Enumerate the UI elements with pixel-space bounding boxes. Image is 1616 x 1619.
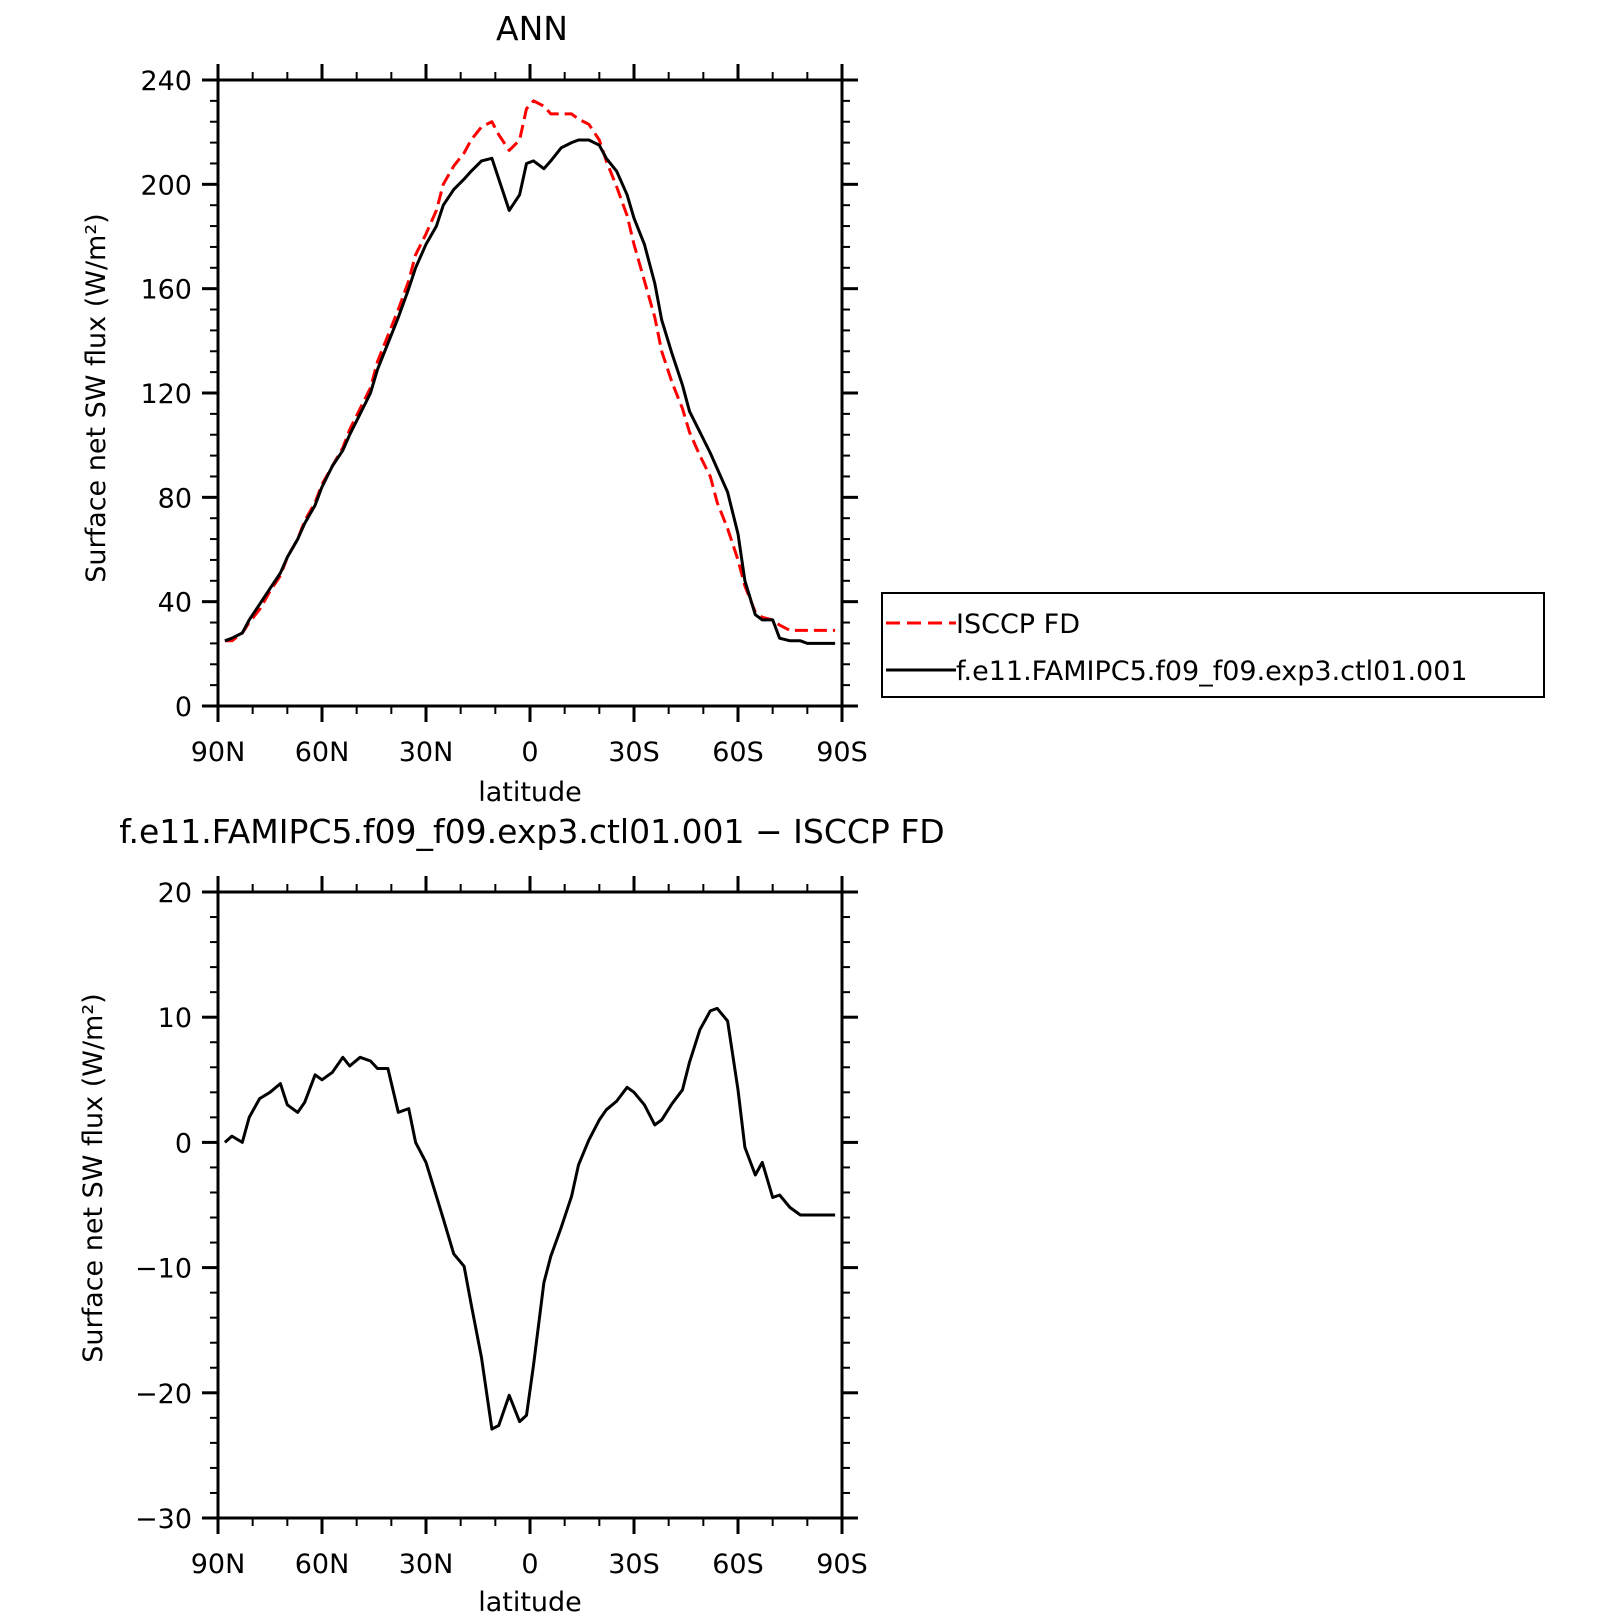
y-tick-label: 10 [158, 1003, 192, 1034]
y-tick-label: −10 [135, 1254, 192, 1285]
x-tick-label: 30S [608, 737, 660, 768]
x-tick-label: 0 [521, 1549, 538, 1580]
x-tick-label: 90S [816, 737, 868, 768]
series-line-difference [223, 1006, 836, 1431]
legend-box [881, 592, 1545, 698]
y-axis-label: Surface net SW flux (W/m²) [78, 993, 109, 1362]
y-tick-label: 200 [140, 170, 192, 201]
chart-panel-annual: ANN Surface net SW flux (W/m²) latitude … [81, 9, 868, 808]
x-tick-label: 30N [399, 737, 454, 768]
y-tick-label: −30 [135, 1504, 192, 1535]
series-line-isccp [224, 99, 836, 643]
x-tick-label: 90S [816, 1549, 868, 1580]
y-tick-label: 160 [140, 275, 192, 306]
x-tick-label: 60S [712, 737, 764, 768]
y-tick-label: 240 [140, 66, 192, 97]
legend: ISCCP FD f.e11.FAMIPC5.f09_f09.exp3.ctl0… [881, 592, 1545, 698]
y-tick-label: 0 [175, 1128, 192, 1159]
x-axis-label: latitude [478, 777, 582, 808]
x-tick-label: 0 [521, 737, 538, 768]
axis-ticks [202, 876, 858, 1534]
y-tick-label: 80 [158, 483, 192, 514]
y-tick-label: −20 [135, 1379, 192, 1410]
series-layer [223, 1006, 836, 1431]
y-tick-label: 0 [175, 692, 192, 723]
chart-title: ANN [496, 9, 568, 48]
legend-label-model: f.e11.FAMIPC5.f09_f09.exp3.ctl01.001 [956, 656, 1468, 687]
axis-tick-labels: 90N 60N 30N 0 30S 60S 90S 0 40 80 120 160 200 240 [140, 66, 867, 768]
x-tick-label: 30S [608, 1549, 660, 1580]
y-axis-label: Surface net SW flux (W/m²) [81, 213, 112, 582]
y-tick-label: 40 [158, 588, 192, 619]
chart-panel-difference: f.e11.FAMIPC5.f09_f09.exp3.ctl01.001 − I… [78, 812, 945, 1618]
x-tick-label: 60N [295, 737, 350, 768]
x-tick-label: 60S [712, 1549, 764, 1580]
x-tick-label: 30N [399, 1549, 454, 1580]
legend-label-isccp: ISCCP FD [956, 609, 1080, 640]
chart-title: f.e11.FAMIPC5.f09_f09.exp3.ctl01.001 − I… [119, 812, 944, 851]
x-axis-label: latitude [478, 1587, 582, 1618]
series-line-model [224, 138, 836, 645]
x-tick-label: 90N [191, 1549, 246, 1580]
x-tick-label: 90N [191, 737, 246, 768]
x-tick-label: 60N [295, 1549, 350, 1580]
axis-tick-labels: 90N 60N 30N 0 30S 60S 90S −30 −20 −10 0 10 20 [135, 878, 868, 1580]
plot-frame [216, 890, 844, 1520]
y-tick-label: 20 [158, 878, 192, 909]
series-layer [224, 99, 836, 645]
y-tick-label: 120 [140, 379, 192, 410]
plot-frame [216, 78, 844, 708]
